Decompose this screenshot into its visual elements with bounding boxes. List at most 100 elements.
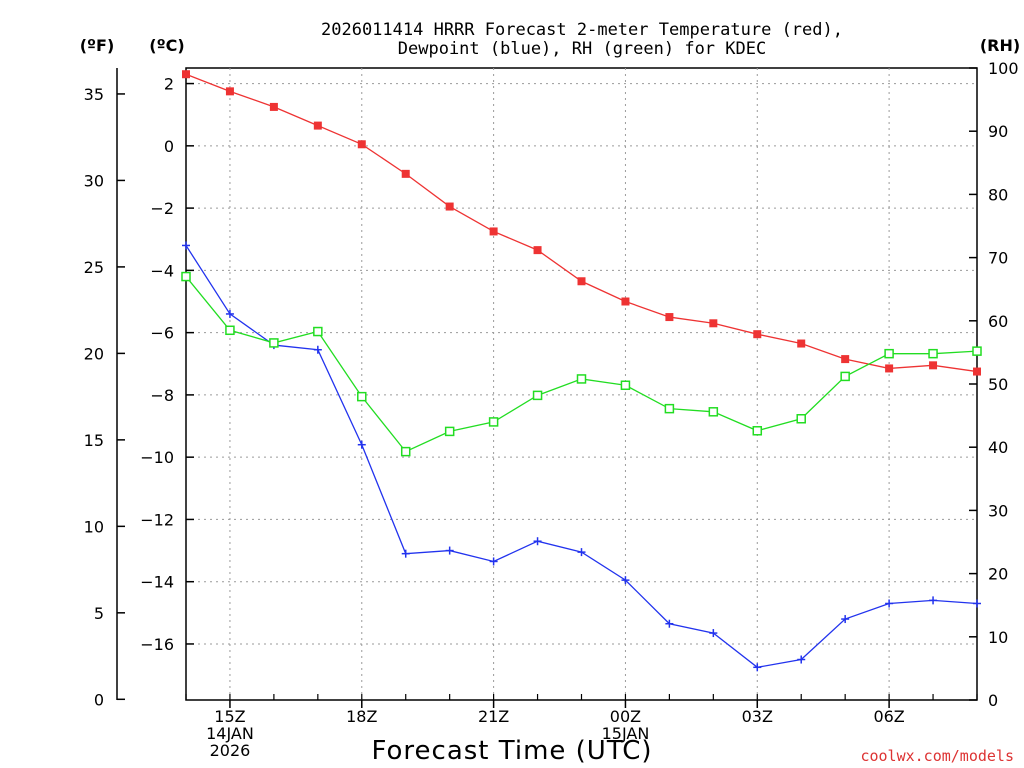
celsius-unit-label: (ºC) xyxy=(149,36,184,55)
dewpoint-point xyxy=(401,549,410,558)
fahrenheit-tick-label: 0 xyxy=(94,690,104,709)
celsius-tick-label: −10 xyxy=(140,448,174,467)
temperature-point xyxy=(709,319,718,328)
temperature-point xyxy=(621,297,630,306)
temperature-point xyxy=(401,169,410,178)
fahrenheit-tick-label: 15 xyxy=(84,431,104,450)
dewpoint-point xyxy=(313,345,322,354)
temperature-point xyxy=(929,361,938,370)
rh-point xyxy=(576,374,587,384)
temperature-point xyxy=(357,140,366,149)
rh-tick-label: 40 xyxy=(988,438,1008,457)
chart-title-line2: Dewpoint (blue), RH (green) for KDEC xyxy=(398,39,766,59)
series-line xyxy=(185,276,978,453)
x-tick-label: 2026 xyxy=(210,741,251,760)
fahrenheit-tick-label: 5 xyxy=(94,604,104,623)
x-tick-label: 06Z xyxy=(873,707,904,726)
series-line xyxy=(185,245,978,669)
rh-point xyxy=(796,414,806,424)
rh-tick-label: 0 xyxy=(988,691,998,710)
temperature-point xyxy=(489,227,498,236)
axis-layer: 20−2−4−6−8−10−12−14−16353025201510501009… xyxy=(84,59,1019,760)
dewpoint-point xyxy=(753,663,762,672)
celsius-tick-label: −12 xyxy=(140,510,174,529)
temperature-point xyxy=(533,246,542,255)
temperature-point xyxy=(445,202,454,211)
dewpoint-point xyxy=(225,309,234,318)
celsius-tick-label: 2 xyxy=(164,75,174,94)
rh-tick-label: 30 xyxy=(988,501,1008,520)
rh-point xyxy=(357,391,367,402)
temperature-point xyxy=(269,102,278,111)
rh-point xyxy=(181,271,191,282)
temperature-point xyxy=(973,367,981,376)
temperature-point xyxy=(753,330,762,339)
dewpoint-point xyxy=(929,596,938,605)
celsius-tick-label: 0 xyxy=(164,137,174,156)
series-dewpoint xyxy=(182,241,981,672)
x-tick-label: 03Z xyxy=(742,707,773,726)
celsius-tick-label: −6 xyxy=(150,324,174,343)
rh-tick-label: 70 xyxy=(988,249,1008,268)
x-tick-label: 15JAN xyxy=(602,724,650,743)
fahrenheit-tick-label: 20 xyxy=(84,344,104,363)
x-tick-label: 15Z xyxy=(214,707,245,726)
temperature-point xyxy=(841,355,850,364)
dewpoint-point xyxy=(665,619,674,628)
rh-point xyxy=(444,426,455,437)
rh-point xyxy=(532,390,543,401)
temperature-point xyxy=(313,121,322,130)
rh-point xyxy=(708,407,719,417)
celsius-tick-label: −14 xyxy=(140,573,174,592)
dewpoint-point xyxy=(577,548,586,557)
dewpoint-point xyxy=(182,241,190,250)
fahrenheit-tick-label: 35 xyxy=(84,85,104,104)
dewpoint-point xyxy=(797,655,806,664)
dewpoint-point xyxy=(973,599,981,608)
rh-point xyxy=(664,403,675,414)
x-tick-label: 00Z xyxy=(610,707,641,726)
dewpoint-point xyxy=(621,576,630,585)
series-layer xyxy=(181,70,982,672)
grid-layer xyxy=(186,68,977,700)
rh-tick-label: 20 xyxy=(988,565,1008,584)
rh-tick-label: 50 xyxy=(988,375,1008,394)
rh-point xyxy=(225,325,235,336)
series-2-meter-temperature xyxy=(182,70,981,376)
dewpoint-point xyxy=(885,599,894,608)
plot-frame xyxy=(185,67,978,701)
celsius-tick-label: −16 xyxy=(140,635,174,654)
rh-point xyxy=(884,348,894,359)
credit-text: coolwx.com/models xyxy=(860,747,1014,765)
fahrenheit-tick-label: 30 xyxy=(84,171,104,190)
x-tick-label: 18Z xyxy=(346,707,377,726)
x-axis-title: Forecast Time (UTC) xyxy=(371,736,652,766)
celsius-tick-label: −4 xyxy=(150,261,174,280)
rh-tick-label: 100 xyxy=(988,59,1019,78)
rh-point xyxy=(972,346,982,356)
dewpoint-point xyxy=(841,615,850,624)
series-line xyxy=(185,73,978,373)
dewpoint-point xyxy=(709,629,718,638)
rh-tick-label: 60 xyxy=(988,312,1008,331)
x-tick-label: 14JAN xyxy=(206,724,254,743)
temperature-point xyxy=(665,313,674,322)
rh-point xyxy=(400,446,411,457)
dewpoint-point xyxy=(533,537,542,546)
dewpoint-point xyxy=(445,546,454,555)
rh-point xyxy=(752,426,763,436)
fahrenheit-tick-label: 25 xyxy=(84,258,104,277)
celsius-tick-label: −8 xyxy=(150,386,174,405)
rh-point xyxy=(269,338,279,348)
x-tick-label: 21Z xyxy=(478,707,509,726)
rh-point xyxy=(488,417,499,427)
temperature-point xyxy=(797,339,806,348)
rh-point xyxy=(620,380,631,391)
dewpoint-point xyxy=(489,557,498,566)
temperature-point xyxy=(885,364,894,373)
temperature-point xyxy=(577,277,586,286)
rh-point xyxy=(928,348,938,359)
celsius-tick-label: −2 xyxy=(150,199,174,218)
temperature-point xyxy=(225,87,234,96)
